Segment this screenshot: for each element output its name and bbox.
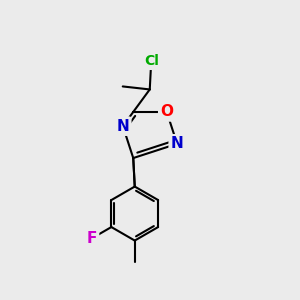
Text: N: N [171, 136, 184, 151]
Text: Cl: Cl [144, 54, 159, 68]
Text: O: O [160, 104, 173, 119]
Text: F: F [87, 231, 97, 246]
Text: N: N [116, 119, 129, 134]
